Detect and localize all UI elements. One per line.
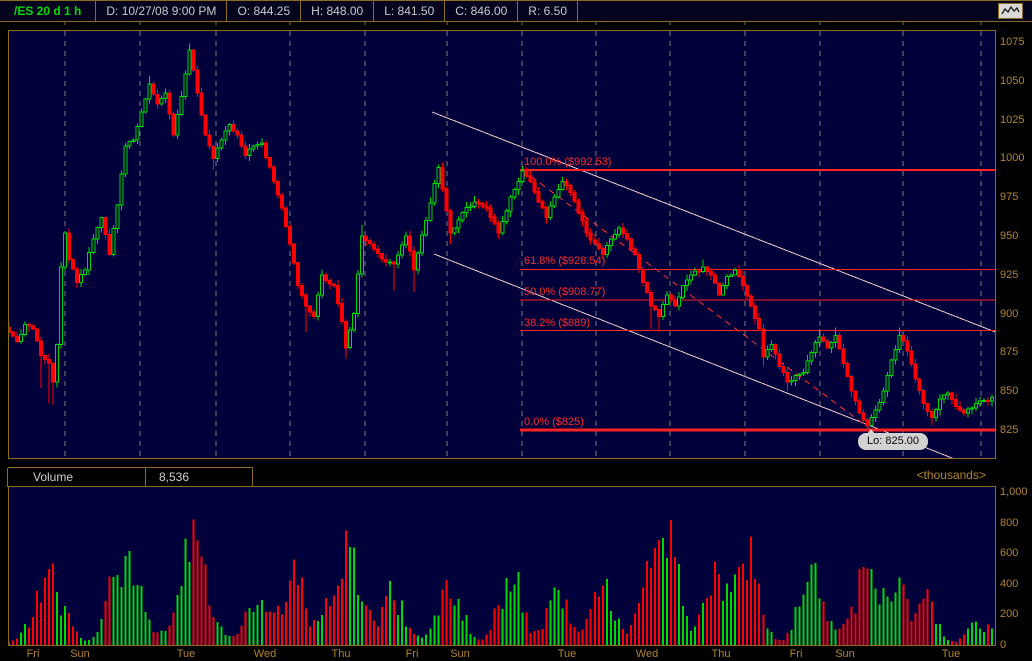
price-axis-tick: 875: [1000, 346, 1019, 358]
quote-fields: D: 10/27/08 9:00 PM O: 844.25 H: 848.00 L: …: [95, 1, 578, 21]
fib-label: 50.0% ($908.77): [524, 286, 606, 298]
time-axis-label: Fri: [789, 648, 803, 660]
time-axis-label: Tue: [557, 648, 577, 660]
volume-axis-tick: 400: [1000, 578, 1019, 590]
fib-label: 38.2% ($889): [524, 317, 591, 329]
price-axis-tick: 950: [1000, 230, 1019, 242]
price-pane: [9, 31, 995, 458]
volume-axis-tick: 800: [1000, 517, 1019, 529]
volume-value: 8,536: [145, 468, 253, 487]
volume-study-label[interactable]: Volume: [7, 468, 146, 487]
volume-axis-tick: 600: [1000, 547, 1019, 559]
price-axis-tick: 900: [1000, 308, 1019, 320]
price-pane-bg: [8, 30, 995, 458]
time-axis-label: Sun: [835, 648, 855, 660]
time-axis-label: Thu: [711, 648, 731, 660]
fib-label: 100.0% ($992.53): [524, 156, 612, 168]
quote-field-r: R: 6.50: [517, 1, 578, 21]
volume-axis-tick: 1,000: [1000, 486, 1028, 498]
fib-label: 0.0% ($825): [524, 416, 584, 428]
price-axis-tick: 850: [1000, 385, 1019, 397]
price-axis-tick: 825: [1000, 424, 1019, 436]
gridlines: [64, 31, 982, 457]
volume-header: Volume 8,536: [7, 467, 253, 487]
time-axis-label: Fri: [405, 648, 419, 660]
low-tooltip: Lo: 825.00: [858, 429, 928, 450]
mini-chart-icon: [1001, 5, 1020, 15]
fib-lines: [520, 169, 995, 432]
price-axis-tick: 1050: [1000, 75, 1025, 87]
volume-layer: [9, 519, 993, 645]
price-axis-tick: 1025: [1000, 114, 1025, 126]
volume-units-label: <thousands>: [916, 468, 986, 482]
price-axis-tick: 1075: [1000, 36, 1025, 48]
time-axis-label: Sun: [450, 648, 470, 660]
price-axis-tick: 975: [1000, 191, 1019, 203]
time-axis-label: Tue: [176, 648, 196, 660]
time-axis-label: Wed: [253, 648, 277, 660]
time-axis-label: Tue: [941, 648, 961, 660]
chart-style-button[interactable]: [998, 3, 1023, 19]
time-axis-label: Thu: [331, 648, 351, 660]
volume-axis-tick: 200: [1000, 608, 1019, 620]
candles-layer: [9, 43, 994, 430]
pane-borders: [0, 21, 1032, 646]
price-axis-tick: 925: [1000, 269, 1019, 281]
fib-label: 61.8% ($928.54): [524, 255, 606, 267]
time-axis-label: Wed: [635, 648, 659, 660]
time-axis-label: Fri: [26, 648, 40, 660]
volume-axis-tick: 0: [1000, 639, 1007, 651]
time-axis-label: Sun: [70, 648, 90, 660]
price-axis-tick: 1000: [1000, 152, 1025, 164]
